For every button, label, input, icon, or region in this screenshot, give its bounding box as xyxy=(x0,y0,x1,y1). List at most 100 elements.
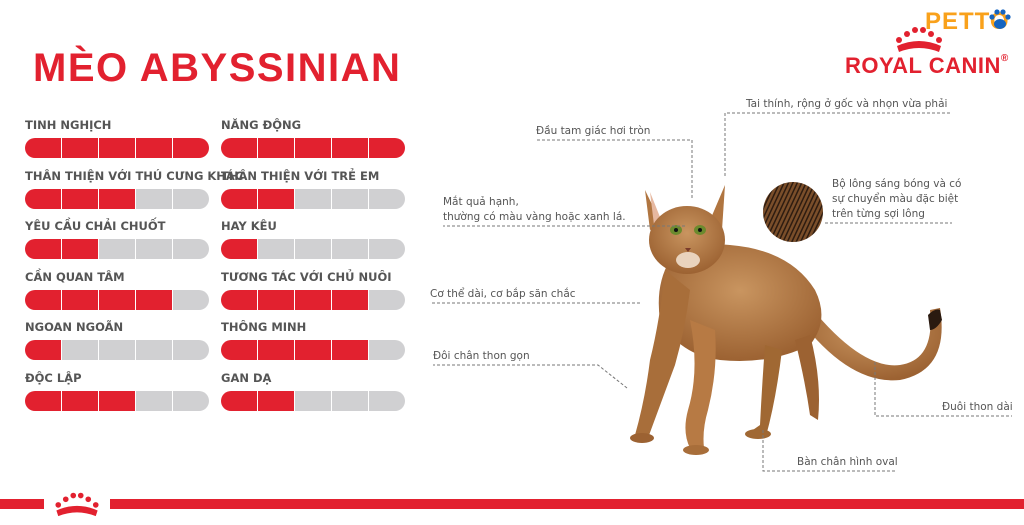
annotation-body: Cơ thể dài, cơ bắp săn chắc xyxy=(430,288,576,300)
bar-segment-empty xyxy=(258,239,295,259)
trait-rating: YÊU CẦU CHẢI CHUỐT xyxy=(25,219,209,259)
annotation-coat: Bộ lông sáng bóng và có sự chuyển màu đặ… xyxy=(832,177,961,222)
trait-label: THÂN THIỆN VỚI TRẺ EM xyxy=(221,168,380,183)
bar-segment-empty xyxy=(369,239,405,259)
annotation-eyes: Mắt quả hạnh, thường có màu vàng hoặc xa… xyxy=(443,195,626,225)
footer-crown-icon xyxy=(55,492,99,517)
bar-segment-empty xyxy=(136,340,173,360)
trait-bar xyxy=(25,340,209,360)
bar-segment-empty xyxy=(99,239,136,259)
bar-segment-filled xyxy=(221,340,258,360)
trait-label: THÂN THIỆN VỚI THÚ CƯNG KHÁC xyxy=(25,168,244,183)
bar-segment-empty xyxy=(332,239,369,259)
annotation-ears: Tai thính, rộng ở gốc và nhọn vừa phải xyxy=(746,98,948,110)
trait-bar xyxy=(25,390,209,411)
annotation-paws: Bàn chân hình oval xyxy=(797,456,898,468)
trait-label: GAN DẠ xyxy=(221,370,272,385)
bar-segment-empty xyxy=(173,340,209,360)
bar-segment-empty xyxy=(332,390,369,411)
trait-rating: GAN DẠ xyxy=(221,371,405,411)
bar-segment-filled xyxy=(62,289,99,310)
cat-illustration xyxy=(630,185,942,455)
bar-segment-empty xyxy=(173,289,209,310)
annotation-eyes-line1: Mắt quả hạnh, xyxy=(443,196,519,208)
bar-segment-empty xyxy=(62,340,99,360)
bar-segment-filled xyxy=(62,239,99,259)
bar-segment-empty xyxy=(369,188,405,209)
trait-rating: NĂNG ĐỘNG xyxy=(221,118,405,158)
bar-segment-empty xyxy=(369,289,405,310)
trait-rating: THÂN THIỆN VỚI THÚ CƯNG KHÁC xyxy=(25,168,244,209)
bar-segment-filled xyxy=(369,138,405,158)
trait-bar xyxy=(221,138,405,158)
trait-bar xyxy=(25,239,209,259)
trait-rating: CẦN QUAN TÂM xyxy=(25,270,209,310)
bar-segment-filled xyxy=(221,390,258,411)
trait-bar xyxy=(25,188,209,209)
trait-label: NĂNG ĐỘNG xyxy=(221,118,302,132)
trait-rating: HAY KÊU xyxy=(221,219,405,259)
trait-label: THÔNG MINH xyxy=(221,320,307,334)
annotation-coat-line1: Bộ lông sáng bóng và có xyxy=(832,178,962,190)
bar-segment-empty xyxy=(173,390,209,411)
trait-label: NGOAN NGOÃN xyxy=(25,320,124,334)
cat-head xyxy=(645,185,725,274)
bar-segment-empty xyxy=(369,390,405,411)
royal-canin-crown-icon xyxy=(896,27,942,52)
trait-rating: TƯƠNG TÁC VỚI CHỦ NUÔI xyxy=(221,270,405,310)
bar-segment-filled xyxy=(221,138,258,158)
bar-segment-filled xyxy=(62,188,99,209)
bar-segment-filled xyxy=(258,390,295,411)
bar-segment-empty xyxy=(369,340,405,360)
cat-tail xyxy=(800,300,942,381)
bar-segment-filled xyxy=(99,138,136,158)
trait-rating: ĐỘC LẬP xyxy=(25,371,209,411)
bar-segment-filled xyxy=(258,138,295,158)
trait-bar xyxy=(221,390,405,411)
bar-segment-filled xyxy=(25,239,62,259)
bar-segment-filled xyxy=(295,138,332,158)
bar-segment-empty xyxy=(136,239,173,259)
bar-segment-empty xyxy=(295,188,332,209)
trait-bar xyxy=(25,289,209,310)
annotation-coat-line3: trên từng sợi lông xyxy=(832,208,925,220)
footer-bar xyxy=(0,499,1024,509)
trait-label: HAY KÊU xyxy=(221,219,277,233)
annotation-legs: Đôi chân thon gọn xyxy=(433,350,530,362)
bar-segment-filled xyxy=(221,289,258,310)
bar-segment-filled xyxy=(99,188,136,209)
bar-segment-empty xyxy=(173,239,209,259)
bar-segment-filled xyxy=(332,340,369,360)
annotation-tail: Đuôi thon dài xyxy=(942,401,1013,413)
trait-label: TƯƠNG TÁC VỚI CHỦ NUÔI xyxy=(221,269,392,284)
trait-rating: THÂN THIỆN VỚI TRẺ EM xyxy=(221,169,405,209)
trait-bar xyxy=(221,289,405,310)
bar-segment-filled xyxy=(99,390,136,411)
paw-icon xyxy=(989,9,1011,29)
trait-label: ĐỘC LẬP xyxy=(25,370,82,385)
bar-segment-empty xyxy=(136,390,173,411)
bar-segment-filled xyxy=(258,289,295,310)
brand-logo: ROYAL CANIN® xyxy=(845,53,1009,79)
trait-bar xyxy=(25,138,209,158)
coat-swatch xyxy=(763,182,823,242)
trait-label: CẦN QUAN TÂM xyxy=(25,269,125,284)
brand-name: ROYAL CANIN xyxy=(845,53,1001,78)
annotation-eyes-line2: thường có màu vàng hoặc xanh lá. xyxy=(443,211,626,223)
bar-segment-filled xyxy=(25,138,62,158)
bar-segment-empty xyxy=(295,390,332,411)
bar-segment-filled xyxy=(295,289,332,310)
annotation-coat-line2: sự chuyển màu đặc biệt xyxy=(832,193,959,205)
trait-label: TINH NGHỊCH xyxy=(25,118,112,132)
trait-bar xyxy=(221,340,405,360)
bar-segment-filled xyxy=(25,340,62,360)
trait-label: YÊU CẦU CHẢI CHUỐT xyxy=(25,219,166,233)
bar-segment-filled xyxy=(62,138,99,158)
bar-segment-filled xyxy=(136,289,173,310)
bar-segment-filled xyxy=(136,138,173,158)
trait-rating: THÔNG MINH xyxy=(221,320,405,360)
bar-segment-filled xyxy=(173,138,209,158)
trait-bar xyxy=(221,188,405,209)
bar-segment-filled xyxy=(332,138,369,158)
